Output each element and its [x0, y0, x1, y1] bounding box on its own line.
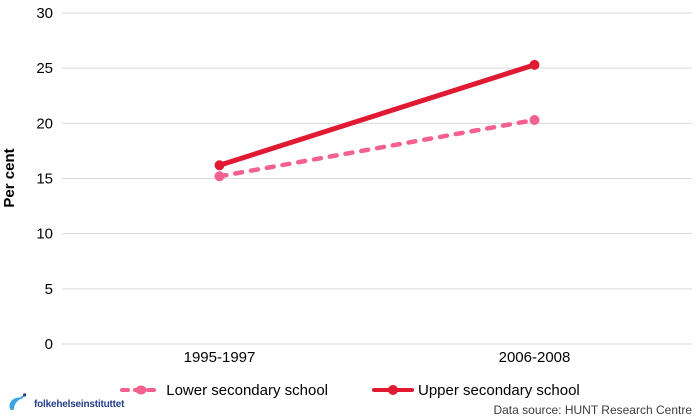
fhi-logo-text: folkehelseinstituttet: [34, 398, 125, 410]
legend-label-upper-secondary: Upper secondary school: [418, 381, 580, 399]
y-tick-label: 10: [36, 226, 53, 243]
data-source-note: Data source: HUNT Research Centre: [493, 403, 692, 417]
line-chart: Per cent 0 5 10 15 20 25 30 1995-1997 2006-2008: [1, 5, 692, 366]
series-line-solid: [217, 62, 537, 168]
data-point: [214, 171, 225, 182]
y-tick-label: 30: [36, 5, 53, 22]
y-tick-label: 20: [36, 115, 53, 132]
data-point: [214, 160, 225, 171]
legend-item-upper-secondary: Upper secondary school: [372, 382, 580, 399]
y-tick-label: 15: [36, 171, 53, 188]
x-tick-label: 2006-2008: [499, 349, 571, 366]
x-tick-label: 1995-1997: [184, 349, 256, 366]
legend-item-lower-secondary: Lower secondary school: [120, 382, 328, 399]
legend-label-lower-secondary: Lower secondary school: [166, 381, 328, 399]
y-tick-label: 25: [36, 60, 53, 77]
data-point: [529, 115, 540, 126]
fhi-logo: folkehelseinstituttet: [6, 392, 124, 416]
chart-legend: Lower secondary school Upper secondary s…: [0, 378, 700, 402]
fhi-logo-swallow-icon: [9, 393, 27, 411]
y-tick-label: 5: [45, 281, 53, 298]
series-line-dashed: [217, 117, 537, 179]
dashed-line-swatch-icon: [120, 385, 163, 395]
solid-line-swatch-icon: [372, 385, 414, 395]
y-axis-label: Per cent: [1, 148, 18, 207]
y-tick-label: 0: [45, 336, 53, 353]
data-point: [529, 59, 540, 70]
